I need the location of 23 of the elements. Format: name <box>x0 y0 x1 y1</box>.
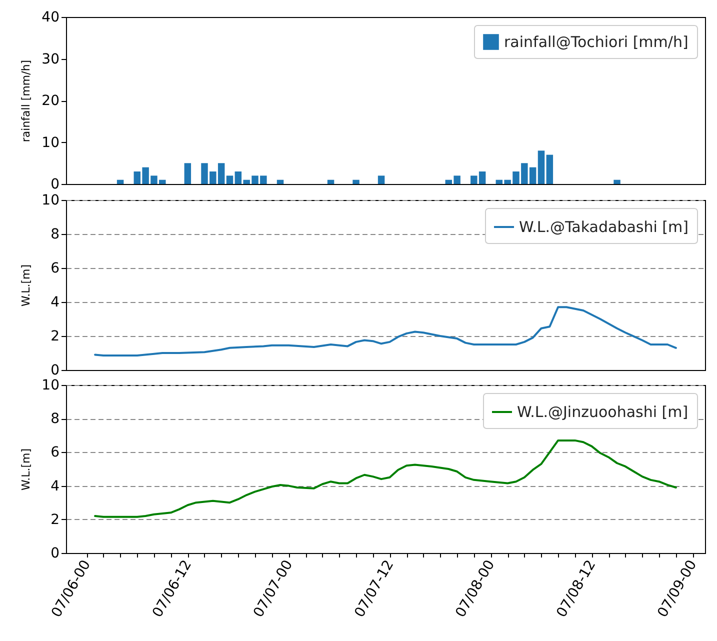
y-tick-label: 4 <box>50 294 60 310</box>
y-tick-label: 8 <box>50 411 60 428</box>
y-tick-label: 0 <box>50 176 60 192</box>
y-tick-label: 6 <box>50 260 60 276</box>
y-tick-label: 8 <box>50 226 60 242</box>
y-tick-label: 30 <box>42 51 60 68</box>
y-tick-label: 40 <box>42 10 60 26</box>
legend-label: W.L.@Jinzuoohashi [m] <box>517 403 688 421</box>
y-axis-title: rainfall [mm/h] <box>20 60 33 142</box>
legend-label: rainfall@Tochiori [mm/h] <box>504 33 688 51</box>
legend-label: W.L.@Takadabashi [m] <box>519 218 688 236</box>
y-tick-label: 2 <box>50 328 60 344</box>
y-tick-label: 2 <box>50 512 60 528</box>
y-tick-label: 0 <box>50 362 60 378</box>
y-axis-title: W.L.[m] <box>20 448 33 491</box>
y-tick-label: 4 <box>50 478 60 494</box>
y-tick-label: 10 <box>42 192 60 208</box>
y-tick-label: 20 <box>42 93 60 109</box>
y-axis-title: W.L.[m] <box>20 264 33 307</box>
y-tick-label: 0 <box>50 546 60 562</box>
y-tick-label: 6 <box>50 444 60 461</box>
y-tick-label: 10 <box>42 378 60 394</box>
y-tick-label: 10 <box>42 134 60 151</box>
